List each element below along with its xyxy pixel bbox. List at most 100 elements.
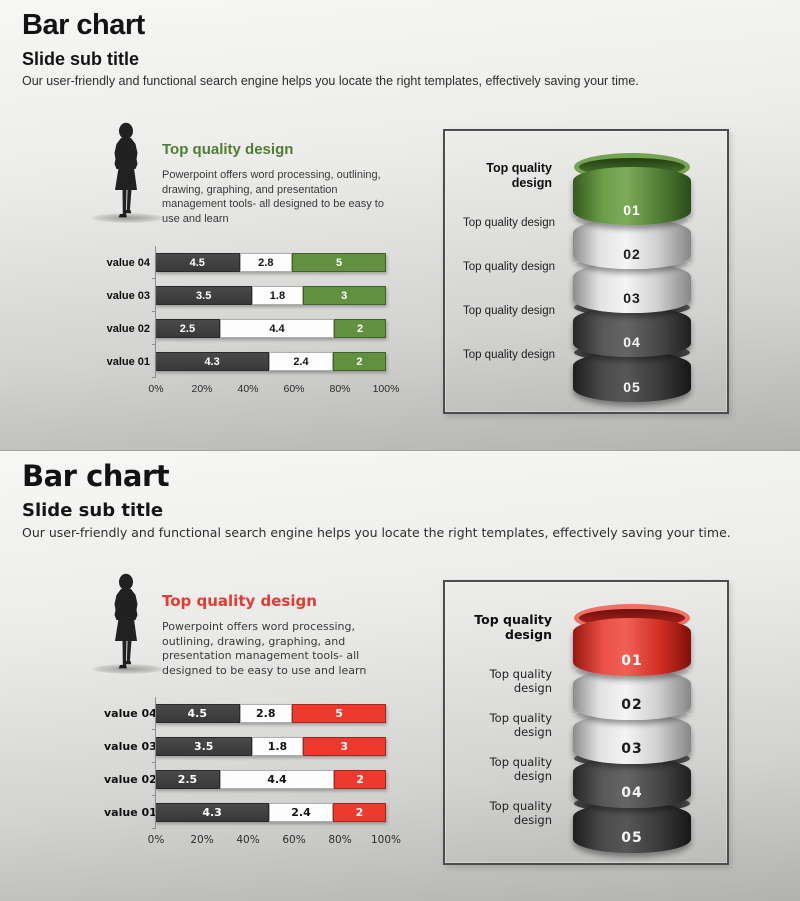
- cylinder-body: [573, 263, 691, 313]
- bar-segment: 4.5: [155, 704, 240, 723]
- panel-label: Top quality design: [474, 612, 552, 642]
- bar-stack: 2.5 4.4 2: [155, 319, 386, 338]
- cylinder-stack: 01 02 03 04 05: [573, 582, 691, 863]
- feature-text-block: Top quality design Powerpoint offers wor…: [162, 141, 400, 227]
- cylinder-ring: 01: [573, 153, 691, 225]
- bar-segment: 2: [334, 319, 386, 338]
- panel-label: Top quality design: [489, 667, 552, 695]
- axis-tick-label: 60%: [283, 383, 305, 395]
- bar-category-label: value 02: [106, 322, 150, 335]
- cylinder-body: [573, 307, 691, 357]
- chart-axis-labels: 0% 20% 40% 60% 80% 100%: [148, 834, 401, 849]
- bar-stack: 4.5 2.8 5: [155, 704, 386, 723]
- bar-stack: 4.3 2.4 2: [155, 352, 386, 371]
- axis-tick-label: 0%: [147, 834, 165, 846]
- slide-subtitle: Slide sub title: [22, 48, 140, 69]
- bar-category-label: value 01: [104, 806, 157, 819]
- slide-title: Bar chart: [22, 9, 145, 41]
- cylinder-body: [573, 219, 691, 269]
- businesswoman-silhouette-graphic: [114, 573, 138, 669]
- silhouette-shadow: [91, 664, 165, 674]
- chart-rows: value 04 4.5 2.8 5 value 03 3.5 1.8 3 value 02 2.…: [104, 697, 386, 829]
- axis-tick-label: 60%: [282, 834, 306, 846]
- businesswoman-silhouette-icon: [91, 121, 165, 223]
- feature-paragraph: Powerpoint offers word processing, outli…: [162, 620, 367, 677]
- slide-red-variant: Bar chart Slide sub title Our user-frien…: [0, 451, 800, 901]
- panel-label: Top quality design: [489, 711, 552, 739]
- feature-text-block: Top quality design Powerpoint offers wor…: [162, 592, 378, 679]
- bar-segment: 1.8: [252, 286, 303, 305]
- cylinder-ring: 04: [573, 750, 691, 808]
- bar-category-label: value 01: [106, 355, 150, 368]
- bar-segment: 2.4: [269, 803, 333, 822]
- chart-axis-line: [152, 246, 156, 379]
- cylinder-stack: 01 02 03 04 05: [573, 131, 691, 412]
- feature-heading: Top quality design: [162, 592, 317, 610]
- bar-stack: 3.5 1.8 3: [155, 737, 386, 756]
- cylinder-number: 05: [623, 379, 641, 395]
- cylinder-body: [573, 618, 691, 676]
- bar-segment: 2: [332, 803, 386, 822]
- cylinder-number: 01: [621, 653, 643, 669]
- chart-row: value 03 3.5 1.8 3: [104, 730, 386, 763]
- bar-segment: 5: [292, 704, 386, 723]
- cylinder-body: [573, 352, 691, 402]
- businesswoman-silhouette-graphic: [114, 122, 138, 218]
- bar-segment: 3: [302, 737, 386, 756]
- axis-tick-label: 100%: [370, 834, 402, 846]
- panel-label: Top quality design: [462, 349, 555, 361]
- cylinder-number: 02: [621, 697, 643, 713]
- cylinder-number: 02: [623, 246, 641, 262]
- feature-paragraph: Powerpoint offers word processing, outli…: [162, 169, 384, 225]
- chart-row: value 03 3.5 1.8 3: [104, 279, 386, 312]
- bar-segment: 2.5: [155, 319, 220, 338]
- cylinder-panel: Top quality design Top quality design Top …: [443, 129, 729, 414]
- axis-tick-label: 20%: [191, 383, 213, 395]
- bar-segment: 4.5: [155, 253, 240, 272]
- chart-axis-line: [152, 697, 156, 830]
- silhouette-shadow: [91, 213, 165, 223]
- slide-green-variant: Bar chart Slide sub title Our user-frien…: [0, 0, 800, 451]
- bar-segment: 3.5: [155, 286, 253, 305]
- slide-description: Our user-friendly and functional search …: [22, 73, 639, 88]
- slide-title: Bar chart: [22, 459, 170, 493]
- bar-stack: 4.5 2.8 5: [155, 253, 386, 272]
- chart-axis-labels: 0% 20% 40% 60% 80% 100%: [148, 383, 399, 398]
- bar-segment: 1.8: [252, 737, 303, 756]
- panel-label: Top quality design: [462, 305, 555, 317]
- cylinder-body: [573, 714, 691, 764]
- panel-label: Top quality design: [486, 161, 552, 190]
- bar-segment: 2.4: [269, 352, 333, 371]
- axis-tick-label: 0%: [148, 383, 164, 395]
- cylinder-panel: Top quality design Top quality design Top …: [443, 580, 729, 865]
- cylinder-number: 04: [621, 785, 643, 801]
- bar-segment: 2.8: [239, 704, 293, 723]
- axis-tick-label: 40%: [236, 834, 260, 846]
- stacked-bar-chart: value 04 4.5 2.8 5 value 03 3.5 1.8 3 value 02 2.…: [104, 697, 401, 849]
- cylinder-ring: 01: [573, 604, 691, 676]
- cylinder-number: 04: [623, 334, 641, 350]
- bar-segment: 4.3: [155, 352, 270, 371]
- slide-subtitle: Slide sub title: [22, 499, 164, 521]
- axis-tick-label: 40%: [237, 383, 259, 395]
- cylinder-number: 01: [623, 202, 641, 218]
- bar-category-label: value 02: [104, 773, 157, 786]
- bar-segment: 2.5: [155, 770, 220, 789]
- chart-row: value 02 2.5 4.4 2: [104, 312, 386, 345]
- bar-segment: 5: [292, 253, 386, 272]
- cylinder-body: [573, 803, 691, 853]
- panel-label: Top quality design: [489, 799, 552, 827]
- bar-segment: 3: [302, 286, 386, 305]
- axis-tick-label: 80%: [328, 834, 352, 846]
- panel-label: Top quality design: [462, 261, 555, 273]
- bar-category-label: value 04: [106, 256, 150, 269]
- axis-tick-label: 20%: [190, 834, 214, 846]
- bar-category-label: value 03: [104, 740, 157, 753]
- slide-header: Bar chart Slide sub title Our user-frien…: [22, 9, 784, 88]
- chart-row: value 04 4.5 2.8 5: [104, 697, 386, 730]
- businesswoman-silhouette-icon: [91, 572, 165, 674]
- panel-label: Top quality design: [489, 755, 552, 783]
- chart-row: value 04 4.5 2.8 5: [104, 246, 386, 279]
- bar-segment: 4.3: [155, 803, 270, 822]
- chart-row: value 01 4.3 2.4 2: [104, 796, 386, 829]
